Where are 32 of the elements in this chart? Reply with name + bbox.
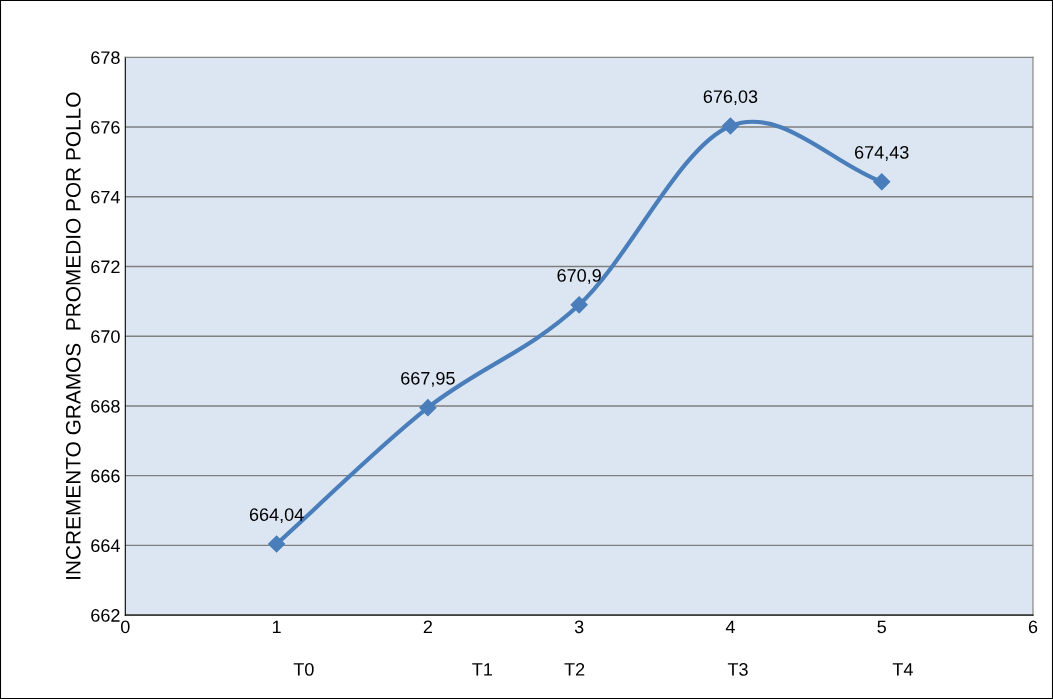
text: T2 (564, 663, 585, 676)
point (721, 117, 739, 135)
y-tick-label: 670 (91, 330, 120, 343)
x-tick-label: 0 (120, 620, 130, 634)
y-tick-label: 662 (91, 609, 120, 622)
y-tick-label: 668 (91, 399, 120, 413)
data-label: 664,04 (249, 508, 304, 524)
x-tick-label: 1 (272, 620, 281, 634)
point (419, 399, 437, 417)
y-tick-label: 676 (91, 120, 120, 134)
data-label: 676,03 (703, 90, 758, 106)
x-tick-label: 5 (877, 620, 886, 634)
y-tick-label: 678 (91, 51, 120, 65)
y-tick-label: 674 (91, 190, 120, 204)
text: T4 (892, 663, 913, 676)
y-axis-title: INCREMENTO GRAMOS PROMEDIO POR POLLO (65, 92, 81, 579)
data-label: 667,95 (401, 371, 455, 387)
y-tick-label: 672 (91, 260, 120, 274)
data-label: 674,43 (855, 145, 909, 161)
point (873, 173, 891, 191)
x-tick-label: 6 (1028, 620, 1038, 634)
text: T3 (727, 663, 748, 676)
data-label: 670,9 (557, 269, 601, 284)
y-tick-label: 664 (91, 539, 120, 553)
y-tick-label: 666 (91, 469, 120, 483)
x-tick-label: 2 (423, 620, 432, 634)
text: T1 (472, 663, 492, 676)
x-tick-label: 3 (574, 620, 584, 634)
point (268, 535, 286, 553)
point (570, 296, 588, 314)
x-tick-label: 4 (725, 620, 735, 634)
text: T0 (293, 663, 314, 676)
